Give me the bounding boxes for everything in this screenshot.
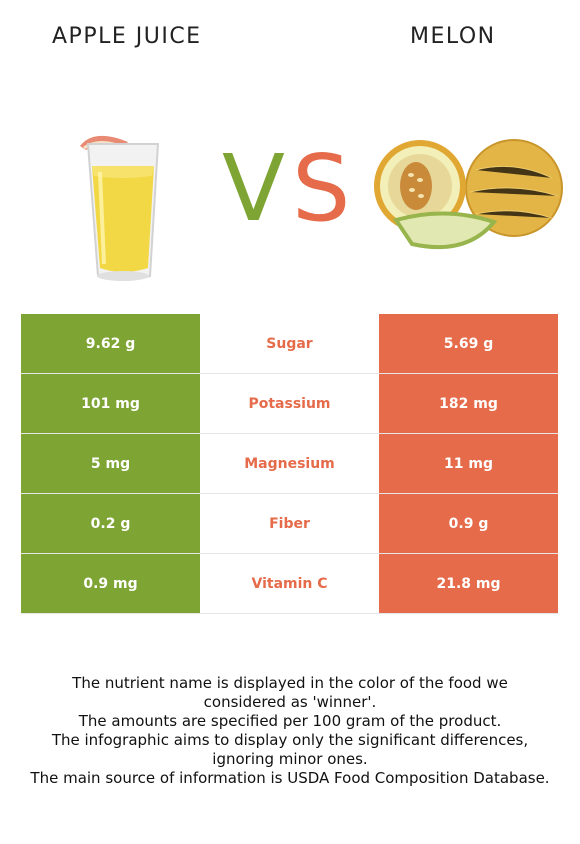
melon-icon — [374, 139, 563, 250]
table-row: 5 mg Magnesium 11 mg — [21, 433, 558, 494]
nutrient-comparison-table: 9.62 g Sugar 5.69 g 101 mg Potassium 182… — [21, 314, 558, 614]
nutrient-name: Potassium — [200, 373, 379, 434]
footnotes: The nutrient name is displayed in the co… — [30, 674, 550, 788]
apple-juice-glass-icon — [80, 135, 160, 281]
vs-s: S — [292, 140, 350, 230]
left-value: 9.62 g — [21, 314, 200, 374]
table-row: 0.9 mg Vitamin C 21.8 mg — [21, 553, 558, 614]
right-value: 0.9 g — [379, 493, 558, 554]
footnote: The nutrient name is displayed in the co… — [72, 674, 508, 711]
nutrient-name: Fiber — [200, 493, 379, 554]
left-food-title: APPLE JUICE — [52, 24, 202, 49]
vs-v: V — [222, 140, 285, 230]
right-food-title: MELON — [410, 24, 496, 49]
left-value: 101 mg — [21, 373, 200, 434]
right-value: 21.8 mg — [379, 553, 558, 614]
right-value: 5.69 g — [379, 314, 558, 374]
footnote: The amounts are specified per 100 gram o… — [78, 712, 502, 730]
left-value: 5 mg — [21, 433, 200, 494]
table-row: 101 mg Potassium 182 mg — [21, 373, 558, 434]
vs-label: V S — [222, 140, 350, 230]
table-row: 0.2 g Fiber 0.9 g — [21, 493, 558, 554]
nutrient-name: Vitamin C — [200, 553, 379, 614]
footnote: The infographic aims to display only the… — [51, 731, 529, 768]
right-value: 11 mg — [379, 433, 558, 494]
right-value: 182 mg — [379, 373, 558, 434]
table-row: 9.62 g Sugar 5.69 g — [21, 314, 558, 374]
left-value: 0.2 g — [21, 493, 200, 554]
footnote: The main source of information is USDA F… — [30, 769, 550, 787]
left-value: 0.9 mg — [21, 553, 200, 614]
nutrient-name: Sugar — [200, 314, 379, 374]
nutrient-name: Magnesium — [200, 433, 379, 494]
